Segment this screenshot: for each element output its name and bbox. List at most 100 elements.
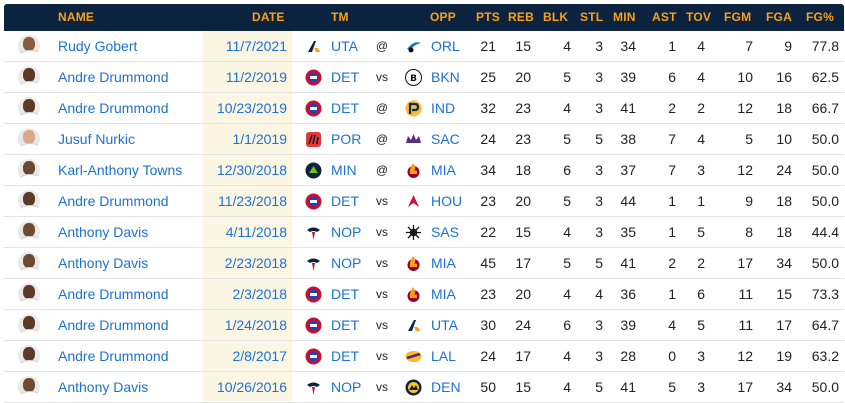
col-header-turnovers[interactable]: TOV: [686, 10, 712, 24]
opponent-link[interactable]: MIA: [431, 162, 456, 178]
player-name-link[interactable]: Andre Drummond: [58, 317, 169, 333]
player-name-link[interactable]: Anthony Davis: [58, 379, 149, 395]
player-headshot-avatar[interactable]: [18, 252, 40, 274]
team-link[interactable]: DET: [331, 286, 359, 302]
col-header-team[interactable]: TM: [331, 10, 349, 24]
col-header-fg-pct[interactable]: FG%: [806, 10, 834, 24]
assists-value: 7: [668, 162, 676, 178]
player-name-link[interactable]: Jusuf Nurkic: [58, 131, 136, 147]
player-name-link[interactable]: Karl-Anthony Towns: [58, 162, 183, 178]
fga-value: 18: [776, 193, 792, 209]
steals-value: 4: [595, 286, 603, 302]
team-link[interactable]: DET: [331, 69, 359, 85]
steals-value: 3: [595, 162, 603, 178]
team-link[interactable]: DET: [331, 100, 359, 116]
opponent-link[interactable]: ORL: [431, 38, 460, 54]
player-headshot-avatar[interactable]: [18, 314, 40, 336]
opponent-link[interactable]: MIA: [431, 286, 456, 302]
timberwolves-logo-icon: [305, 162, 322, 179]
col-header-blocks[interactable]: BLK: [543, 10, 569, 24]
pistons-logo-icon: [305, 317, 322, 334]
team-link[interactable]: NOP: [331, 379, 362, 395]
game-date-link[interactable]: 1/1/2019: [232, 131, 288, 147]
fgm-value: 12: [737, 100, 753, 116]
player-headshot-avatar[interactable]: [18, 35, 40, 57]
turnovers-value: 2: [697, 255, 705, 271]
player-name-link[interactable]: Andre Drummond: [58, 100, 169, 116]
home-away-indicator: @: [375, 132, 389, 146]
minutes-value: 36: [620, 286, 636, 302]
player-headshot-avatar[interactable]: [18, 128, 40, 150]
minutes-value: 38: [620, 131, 636, 147]
player-name-link[interactable]: Anthony Davis: [58, 255, 149, 271]
game-date-link[interactable]: 10/26/2016: [216, 379, 287, 395]
col-header-assists[interactable]: AST: [652, 10, 677, 24]
opponent-link[interactable]: LAL: [431, 348, 456, 364]
player-headshot-avatar[interactable]: [18, 376, 40, 398]
player-headshot-avatar[interactable]: [18, 66, 40, 88]
col-header-fga[interactable]: FGA: [766, 10, 792, 24]
player-headshot-avatar[interactable]: [18, 190, 40, 212]
col-header-points[interactable]: PTS: [476, 10, 500, 24]
player-name-link[interactable]: Andre Drummond: [58, 348, 169, 364]
team-link[interactable]: POR: [331, 131, 362, 147]
game-date-link[interactable]: 11/7/2021: [225, 38, 287, 54]
col-header-minutes[interactable]: MIN: [613, 10, 636, 24]
player-name-link[interactable]: Anthony Davis: [58, 224, 149, 240]
opponent-link[interactable]: UTA: [431, 317, 458, 333]
opponent-link[interactable]: MIA: [431, 255, 456, 271]
game-date-link[interactable]: 12/30/2018: [216, 162, 287, 178]
team-link[interactable]: DET: [331, 348, 359, 364]
team-link[interactable]: DET: [331, 317, 359, 333]
col-header-date[interactable]: DATE: [252, 10, 285, 24]
player-headshot-avatar[interactable]: [18, 283, 40, 305]
col-header-rebounds[interactable]: REB: [508, 10, 534, 24]
player-name-link[interactable]: Rudy Gobert: [58, 38, 138, 54]
opponent-link[interactable]: BKN: [431, 69, 460, 85]
team-link[interactable]: MIN: [331, 162, 357, 178]
game-date-link[interactable]: 10/23/2019: [216, 100, 287, 116]
player-name-link[interactable]: Andre Drummond: [58, 193, 169, 209]
player-headshot-avatar[interactable]: [18, 159, 40, 181]
game-date-link[interactable]: 2/3/2018: [232, 286, 288, 302]
game-date-link[interactable]: 2/8/2017: [232, 348, 288, 364]
opponent-link[interactable]: DEN: [431, 379, 461, 395]
player-headshot-avatar[interactable]: [18, 97, 40, 119]
game-date-link[interactable]: 4/11/2018: [225, 224, 287, 240]
opponent-link[interactable]: SAS: [431, 224, 460, 240]
pacers-logo-icon: [405, 100, 422, 117]
player-name-link[interactable]: Andre Drummond: [58, 69, 169, 85]
turnovers-value: 5: [697, 224, 705, 240]
rebounds-value: 17: [515, 255, 531, 271]
home-away-indicator: @: [375, 39, 389, 53]
assists-value: 6: [668, 69, 676, 85]
nuggets-logo-icon: [405, 379, 422, 396]
game-date-link[interactable]: 1/24/2018: [224, 317, 287, 333]
team-link[interactable]: DET: [331, 193, 359, 209]
col-header-steals[interactable]: STL: [580, 10, 604, 24]
opponent-link[interactable]: IND: [431, 100, 456, 116]
steals-value: 3: [595, 69, 603, 85]
col-header-fgm[interactable]: FGM: [724, 10, 752, 24]
pelicans-logo-icon: [305, 379, 322, 396]
opponent-link[interactable]: HOU: [431, 193, 463, 209]
team-link[interactable]: UTA: [331, 38, 358, 54]
team-link[interactable]: NOP: [331, 255, 362, 271]
turnovers-value: 3: [697, 348, 705, 364]
game-date-link[interactable]: 11/23/2018: [217, 193, 287, 209]
points-value: 34: [480, 162, 496, 178]
col-header-opponent[interactable]: OPP: [430, 10, 456, 24]
fga-value: 18: [776, 100, 792, 116]
team-link[interactable]: NOP: [331, 224, 362, 240]
fgm-value: 12: [737, 348, 753, 364]
player-headshot-avatar[interactable]: [18, 345, 40, 367]
opponent-link[interactable]: SAC: [431, 131, 460, 147]
col-header-name[interactable]: NAME: [58, 10, 95, 24]
player-headshot-avatar[interactable]: [18, 221, 40, 243]
game-date-link[interactable]: 11/2/2019: [225, 69, 287, 85]
steals-value: 3: [595, 224, 603, 240]
game-date-link[interactable]: 2/23/2018: [224, 255, 287, 271]
player-name-link[interactable]: Andre Drummond: [58, 286, 169, 302]
pistons-logo-icon: [305, 69, 322, 86]
rebounds-value: 23: [515, 131, 531, 147]
